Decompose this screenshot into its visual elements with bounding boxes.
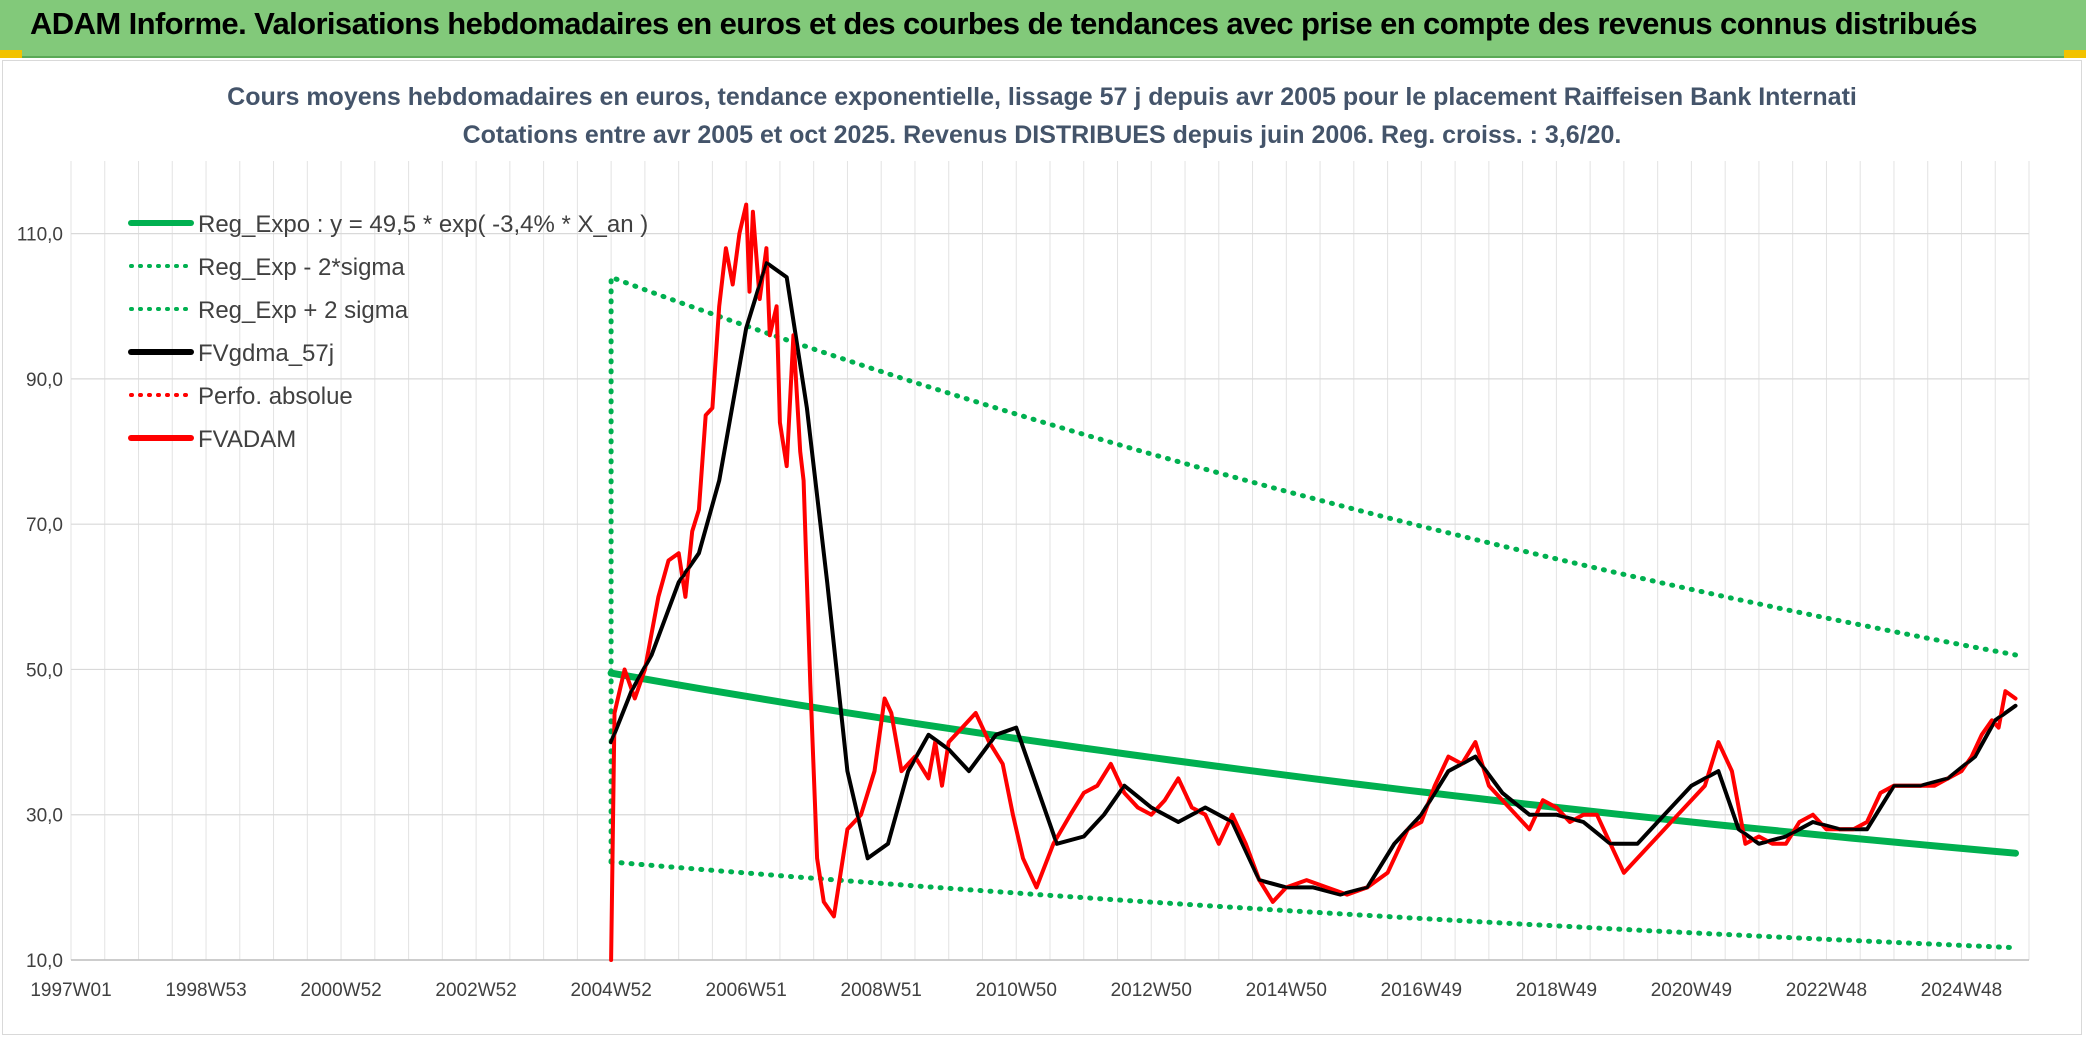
x-tick-label: 2008W51	[841, 980, 922, 1001]
series-fvgdma-57j	[609, 260, 2018, 897]
report-header: ADAM Informe. Valorisations hebdomadaire…	[0, 0, 2086, 58]
x-tick-label: 2022W48	[1786, 980, 1867, 1001]
legend-label: FVgdma_57j	[198, 340, 334, 367]
x-tick-label: 2020W49	[1651, 980, 1732, 1001]
series-fvgdma-57j-overlay	[609, 261, 2017, 897]
series-reg-exp-2-sigma	[608, 274, 2018, 865]
y-tick-label: 50,0	[26, 660, 63, 681]
chart-title-line-1: Cours moyens hebdomadaires en euros, ten…	[227, 83, 1857, 111]
legend-label: FVADAM	[198, 426, 296, 453]
y-tick-label: 30,0	[26, 806, 63, 827]
y-tick-label: 110,0	[17, 225, 63, 246]
x-tick-label: 2018W49	[1516, 980, 1597, 1001]
x-tick-label: 2002W52	[435, 980, 516, 1001]
y-tick-label: 70,0	[26, 515, 63, 536]
series-reg-expo-y-49-5-exp-3-4-x-an	[607, 669, 2019, 857]
y-tick-label: 10,0	[26, 951, 63, 972]
x-tick-label: 2014W50	[1246, 980, 1327, 1001]
legend-label: Reg_Exp + 2 sigma	[198, 297, 409, 324]
x-tick-label: 1997W01	[30, 980, 111, 1001]
x-tick-label: 1998W53	[165, 980, 246, 1001]
header-accent-left	[0, 50, 22, 58]
legend-label: Perfo. absolue	[198, 383, 353, 410]
x-tick-label: 2012W50	[1111, 980, 1192, 1001]
x-tick-label: 2006W51	[706, 980, 787, 1001]
header-title: ADAM Informe. Valorisations hebdomadaire…	[30, 6, 1977, 41]
x-tick-label: 2004W52	[570, 980, 651, 1001]
legend-label: Reg_Exp - 2*sigma	[198, 254, 405, 281]
y-tick-label: 90,0	[26, 370, 63, 391]
header-accent-right	[2064, 50, 2086, 58]
chart-title-line-2: Cotations entre avr 2005 et oct 2025. Re…	[463, 121, 1622, 149]
x-tick-label: 2010W50	[976, 980, 1057, 1001]
x-tick-label: 2016W49	[1381, 980, 1462, 1001]
x-tick-label: 2000W52	[300, 980, 381, 1001]
line-chart: Cours moyens hebdomadaires en euros, ten…	[17, 83, 2030, 1001]
series-reg-exp-2-sigma	[608, 859, 2018, 951]
legend-label: Reg_Expo : y = 49,5 * exp( -3,4% * X_an …	[198, 211, 648, 238]
series-fvadam	[609, 202, 2018, 962]
x-tick-label: 2024W48	[1921, 980, 2002, 1001]
chart-area: Cours moyens hebdomadaires en euros, ten…	[2, 60, 2082, 1035]
